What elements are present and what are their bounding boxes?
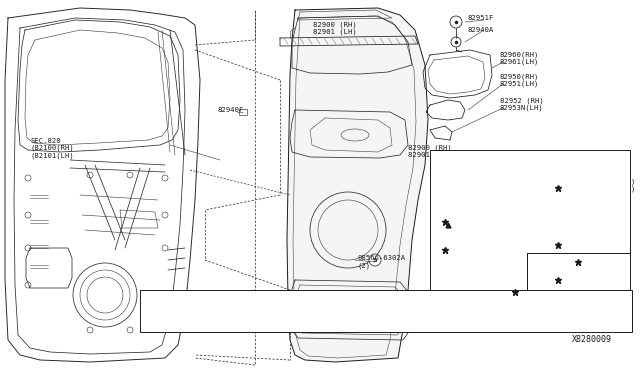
Text: X8280009: X8280009 (572, 336, 612, 344)
Circle shape (127, 172, 133, 178)
Circle shape (87, 172, 93, 178)
Text: SEC.820
(82100(RH)
(82101(LH): SEC.820 (82100(RH) (82101(LH) (30, 138, 74, 158)
Bar (430, 150, 630, 305)
Polygon shape (287, 8, 428, 362)
Text: 82900 (RH)
82901 (LH): 82900 (RH) 82901 (LH) (313, 21, 357, 35)
Text: 82900 (RH)
82901 (LH): 82900 (RH) 82901 (LH) (408, 144, 452, 158)
Circle shape (369, 254, 381, 266)
Text: 82951F: 82951F (468, 15, 494, 21)
Text: 82950(RH)
82951(LH): 82950(RH) 82951(LH) (500, 73, 540, 87)
Text: 82940F: 82940F (218, 107, 244, 113)
Text: S: S (372, 257, 378, 263)
Text: 82960(RH)
82961(LH): 82960(RH) 82961(LH) (500, 51, 540, 65)
Circle shape (162, 175, 168, 181)
Text: 82901(LH): 82901(LH) (144, 313, 444, 319)
Circle shape (451, 37, 461, 47)
Circle shape (25, 175, 31, 181)
Bar (527, 253, 630, 323)
Circle shape (450, 16, 462, 28)
Circle shape (162, 245, 168, 251)
Text: PARTS MARKED ★ ARE INCLUDED IN THE PART CODE  82900(RH): PARTS MARKED ★ ARE INCLUDED IN THE PART … (144, 299, 364, 305)
Circle shape (127, 327, 133, 333)
Text: 82900F: 82900F (565, 283, 591, 289)
Circle shape (25, 282, 31, 288)
Text: 82940A: 82940A (468, 27, 494, 33)
Bar (140, 290, 632, 332)
Bar (239, 109, 247, 115)
Circle shape (162, 212, 168, 218)
Circle shape (25, 212, 31, 218)
Circle shape (25, 245, 31, 251)
Text: 08566-6302A
(2): 08566-6302A (2) (358, 255, 406, 269)
Circle shape (87, 327, 93, 333)
Text: 82900(RH)
82901(LH): 82900(RH) 82901(LH) (596, 178, 636, 192)
Text: 82952 (RH)
82953N(LH): 82952 (RH) 82953N(LH) (500, 97, 544, 111)
